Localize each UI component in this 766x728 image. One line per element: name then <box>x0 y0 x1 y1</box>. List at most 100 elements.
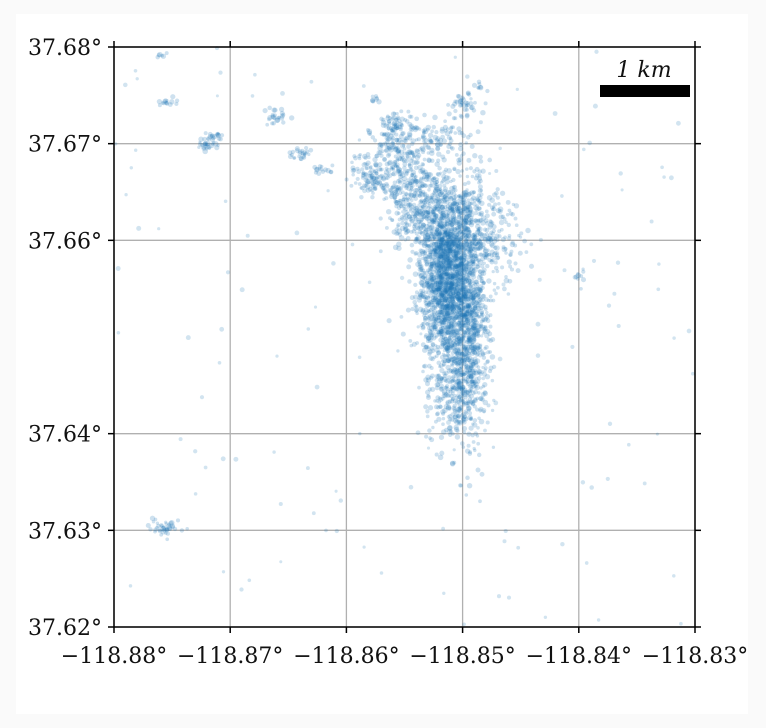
event-point <box>422 236 428 242</box>
event-point <box>409 242 415 248</box>
event-point <box>484 227 490 233</box>
event-point <box>425 233 431 238</box>
event-point <box>155 525 159 530</box>
event-point <box>471 345 477 351</box>
event-point <box>427 132 434 138</box>
event-point <box>509 249 514 254</box>
event-point <box>394 227 399 232</box>
event-point <box>494 233 500 239</box>
event-point <box>470 240 475 246</box>
event-point <box>472 350 478 355</box>
event-point <box>434 335 438 339</box>
event-point <box>460 361 465 366</box>
event-point <box>440 293 444 298</box>
event-point <box>451 323 455 327</box>
event-point <box>443 290 448 295</box>
event-point <box>462 251 468 257</box>
event-point <box>423 229 429 235</box>
event-point <box>441 526 446 531</box>
event-point <box>330 163 335 168</box>
event-point <box>441 308 445 312</box>
event-point <box>438 251 444 257</box>
event-point <box>442 183 447 188</box>
event-point <box>448 239 454 244</box>
event-point <box>203 465 208 470</box>
event-point <box>437 227 442 231</box>
event-point <box>475 467 481 473</box>
event-point <box>427 405 434 411</box>
event-point <box>387 121 392 126</box>
event-point <box>450 271 455 276</box>
event-point <box>476 313 480 318</box>
event-point <box>247 578 252 583</box>
event-point <box>445 273 450 279</box>
event-point <box>467 296 472 301</box>
event-point <box>438 434 445 440</box>
event-point <box>465 365 471 371</box>
event-point <box>458 251 462 255</box>
event-point <box>311 511 316 516</box>
event-point <box>387 132 391 136</box>
event-point <box>502 286 507 292</box>
event-point <box>362 545 366 549</box>
event-point <box>414 231 419 236</box>
event-point <box>278 501 283 507</box>
event-point <box>421 256 425 261</box>
event-point <box>535 353 541 358</box>
event-point <box>414 116 420 122</box>
event-point <box>414 304 419 309</box>
event-point <box>425 210 431 216</box>
event-point <box>444 209 449 214</box>
event-point <box>470 174 475 179</box>
event-point <box>444 285 448 290</box>
event-point <box>427 277 432 281</box>
event-point <box>280 91 285 96</box>
event-point <box>420 342 426 348</box>
event-point <box>453 288 459 294</box>
event-point <box>353 155 358 161</box>
event-point <box>443 304 448 309</box>
event-point <box>431 205 437 211</box>
event-point <box>272 107 278 113</box>
event-point <box>460 305 467 311</box>
event-point <box>427 268 432 273</box>
event-point <box>460 389 465 394</box>
event-point <box>471 422 475 426</box>
event-point <box>451 276 457 282</box>
event-point <box>495 269 500 274</box>
event-point <box>441 269 447 275</box>
event-point <box>476 452 482 458</box>
event-point <box>355 166 360 171</box>
event-point <box>209 133 214 138</box>
event-point <box>448 302 454 308</box>
event-point <box>445 315 450 320</box>
event-point <box>485 420 490 425</box>
event-point <box>404 218 408 222</box>
event-point <box>380 144 384 149</box>
event-point <box>334 489 338 493</box>
event-point <box>467 279 473 285</box>
event-point <box>428 293 433 299</box>
event-point <box>428 332 433 337</box>
event-point <box>442 317 446 321</box>
event-point <box>467 396 473 402</box>
event-point <box>393 123 397 127</box>
event-point <box>431 335 437 341</box>
event-point <box>437 198 443 204</box>
event-point <box>453 248 459 254</box>
event-point <box>442 295 446 300</box>
event-point <box>411 228 417 234</box>
event-point <box>456 342 460 347</box>
event-point <box>649 219 654 224</box>
event-point <box>455 345 461 351</box>
event-point <box>434 180 439 185</box>
event-point <box>445 239 449 244</box>
event-point <box>405 235 411 241</box>
event-point <box>436 376 442 382</box>
event-point <box>395 184 401 190</box>
event-point <box>443 308 450 314</box>
event-point <box>442 371 447 376</box>
event-point <box>490 337 496 342</box>
event-point <box>432 287 437 293</box>
event-point <box>468 373 474 379</box>
